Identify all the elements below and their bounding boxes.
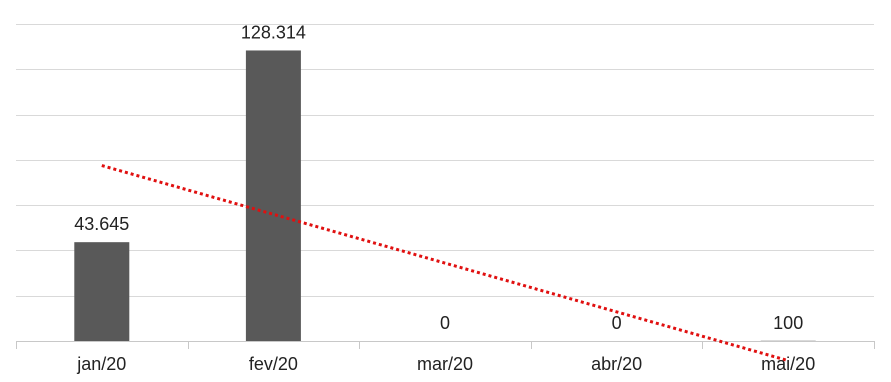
data-label-jan-20: 43.645 [74,214,129,234]
bars [74,50,816,341]
bar-jan-20 [74,242,130,341]
x-tick-label-fev-20: fev/20 [249,354,298,374]
data-label-mai-20: 100 [773,313,803,333]
bar-fev-20 [245,50,301,341]
linear-trendline [101,164,789,363]
trendline-layer [101,164,789,363]
x-tick-label-abr-20: abr/20 [591,354,642,374]
x-tick-label-jan-20: jan/20 [76,354,126,374]
data-label-abr-20: 0 [612,313,622,333]
x-tick-label-mar-20: mar/20 [417,354,473,374]
data-label-fev-20: 128.314 [241,22,306,42]
x-tick-labels: jan/20 fev/20 mar/20 abr/20 mai/20 [76,354,815,374]
data-labels: 43.645 128.314 0 0 100 [74,22,803,333]
x-tick-label-mai-20: mai/20 [761,354,815,374]
data-label-mar-20: 0 [440,313,450,333]
gridlines [16,24,874,297]
x-axis [16,341,875,349]
